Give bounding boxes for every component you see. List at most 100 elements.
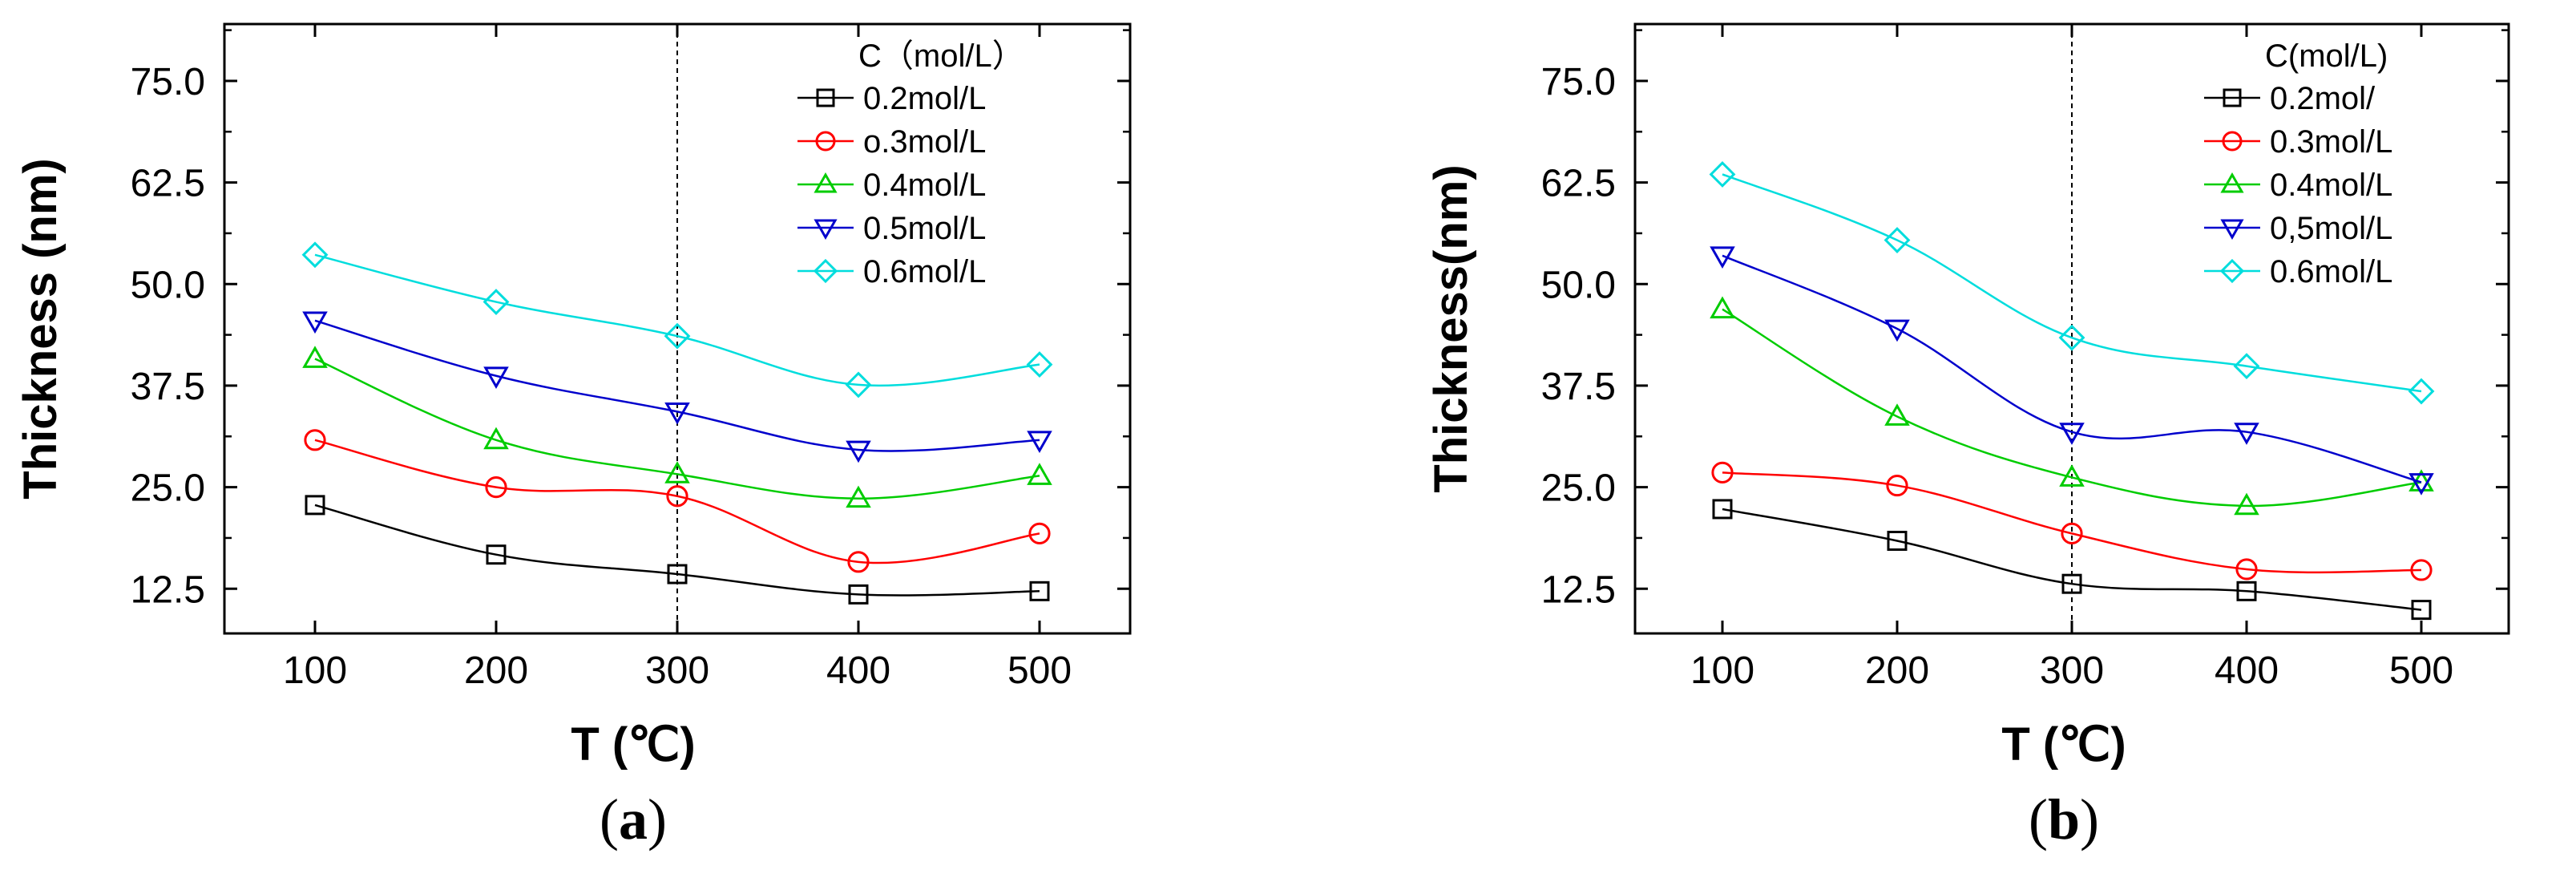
y-tick-label: 25.0 bbox=[1541, 467, 1616, 510]
series-3 bbox=[302, 346, 1052, 508]
legend: C(mol/L) 0.2mol/0.3mol/L 0.4mol/L 0,5mol/L 0… bbox=[2204, 38, 2392, 289]
legend-title: C（mol/L） bbox=[858, 38, 1024, 74]
data-point bbox=[2408, 378, 2435, 405]
series-1 bbox=[305, 495, 1050, 605]
series-4 bbox=[302, 311, 1052, 463]
legend-marker bbox=[813, 258, 838, 284]
x-tick-label: 200 bbox=[1865, 649, 1929, 692]
data-point bbox=[302, 346, 328, 368]
data-point bbox=[482, 289, 510, 315]
series-line bbox=[314, 253, 1040, 387]
y-tick-label: 12.5 bbox=[131, 568, 205, 611]
legend-label: 0.2mol/L bbox=[863, 81, 986, 116]
chart-panel-a: 100 200 300 400 500 12.5 25.0 37.5 50.0 62.5 75.0 T… bbox=[14, 22, 1132, 852]
data-point bbox=[1711, 461, 1734, 483]
legend-marker bbox=[815, 131, 836, 152]
data-point bbox=[2059, 423, 2085, 445]
data-point bbox=[1884, 403, 1910, 426]
legend-marker bbox=[814, 219, 838, 241]
legend-marker bbox=[816, 88, 835, 107]
y-tick-label: 62.5 bbox=[1541, 163, 1616, 205]
series-4 bbox=[1710, 246, 2434, 496]
legend-marker bbox=[2220, 219, 2244, 241]
data-point bbox=[1710, 246, 1735, 269]
data-point bbox=[847, 551, 870, 573]
data-point bbox=[302, 311, 328, 334]
y-axis-title: Thickness(nm) bbox=[1425, 164, 1477, 492]
data-point bbox=[666, 485, 688, 508]
y-tick-label: 12.5 bbox=[1541, 568, 1616, 611]
data-point bbox=[2058, 324, 2085, 351]
series-1 bbox=[1712, 499, 2432, 621]
data-point bbox=[1028, 522, 1051, 544]
y-tick-label: 75.0 bbox=[1541, 61, 1616, 103]
data-point bbox=[2234, 423, 2259, 445]
legend-title: C(mol/L) bbox=[2265, 38, 2388, 74]
chart-panel-b: 100 200 300 400 500 12.5 25.0 37.5 50.0 62.5 75.0 T… bbox=[1425, 22, 2510, 852]
x-axis-title: T (℃) bbox=[571, 718, 695, 771]
data-point bbox=[846, 440, 871, 463]
x-tick-label: 400 bbox=[826, 649, 890, 692]
data-point bbox=[1886, 474, 1908, 497]
data-point bbox=[1712, 499, 1733, 520]
legend-label: o.3mol/L bbox=[863, 124, 986, 160]
x-tick-label: 100 bbox=[283, 649, 347, 692]
y-tick-label: 37.5 bbox=[1541, 366, 1616, 408]
y-tick-label: 25.0 bbox=[131, 467, 205, 510]
series-line bbox=[1722, 508, 2422, 611]
legend-marker bbox=[2219, 258, 2245, 284]
series-line bbox=[314, 439, 1040, 564]
data-point bbox=[1884, 319, 1910, 342]
data-point bbox=[483, 427, 509, 450]
x-tick-label: 200 bbox=[464, 649, 528, 692]
legend-label: 0.2mol/ bbox=[2270, 81, 2376, 116]
series-line bbox=[1722, 173, 2422, 393]
data-point bbox=[1029, 581, 1050, 601]
legend-label: 0.4mol/L bbox=[2270, 168, 2392, 203]
data-point bbox=[845, 371, 872, 398]
series-2 bbox=[1711, 461, 2433, 581]
data-point bbox=[2411, 600, 2432, 621]
data-point bbox=[2410, 559, 2433, 581]
data-point bbox=[1710, 296, 1735, 319]
legend-marker bbox=[2222, 131, 2243, 152]
data-point bbox=[305, 495, 325, 516]
series-line bbox=[1722, 254, 2422, 483]
x-tick-label: 500 bbox=[2389, 649, 2453, 692]
legend-marker bbox=[2220, 172, 2244, 193]
data-point bbox=[667, 564, 688, 585]
data-point bbox=[1026, 351, 1053, 378]
legend-label: 0.4mol/L bbox=[863, 168, 986, 203]
series-5 bbox=[1709, 161, 2435, 405]
data-point bbox=[2234, 492, 2259, 516]
data-point bbox=[2236, 581, 2257, 601]
y-tick-label: 50.0 bbox=[131, 264, 205, 306]
x-tick-label: 400 bbox=[2215, 649, 2279, 692]
y-tick-label: 75.0 bbox=[131, 61, 205, 103]
data-point bbox=[664, 322, 691, 350]
legend-marker bbox=[814, 172, 838, 193]
data-point bbox=[1887, 530, 1908, 551]
data-point bbox=[304, 429, 326, 451]
x-tick-label: 100 bbox=[1690, 649, 1754, 692]
data-point bbox=[2061, 573, 2082, 594]
series-line bbox=[314, 358, 1040, 500]
data-point bbox=[1709, 161, 1736, 188]
panel-label: (b) bbox=[2029, 787, 2099, 852]
legend-label: 0.3mol/L bbox=[2270, 124, 2392, 160]
data-point bbox=[848, 584, 869, 605]
y-tick-label: 62.5 bbox=[131, 163, 205, 205]
y-axis-title: Thickness (nm) bbox=[14, 158, 67, 499]
x-tick-label: 300 bbox=[2040, 649, 2104, 692]
data-point bbox=[1027, 431, 1052, 454]
panel-label: (a) bbox=[600, 787, 667, 852]
data-point bbox=[2235, 558, 2258, 581]
data-point bbox=[486, 544, 507, 565]
y-tick-label: 37.5 bbox=[131, 366, 205, 408]
panel-label-letter: b bbox=[2048, 787, 2080, 852]
panel-label-letter: a bbox=[619, 787, 648, 852]
data-point bbox=[2059, 464, 2085, 487]
data-point bbox=[483, 366, 509, 389]
legend-label: 0.5mol/L bbox=[863, 211, 986, 246]
